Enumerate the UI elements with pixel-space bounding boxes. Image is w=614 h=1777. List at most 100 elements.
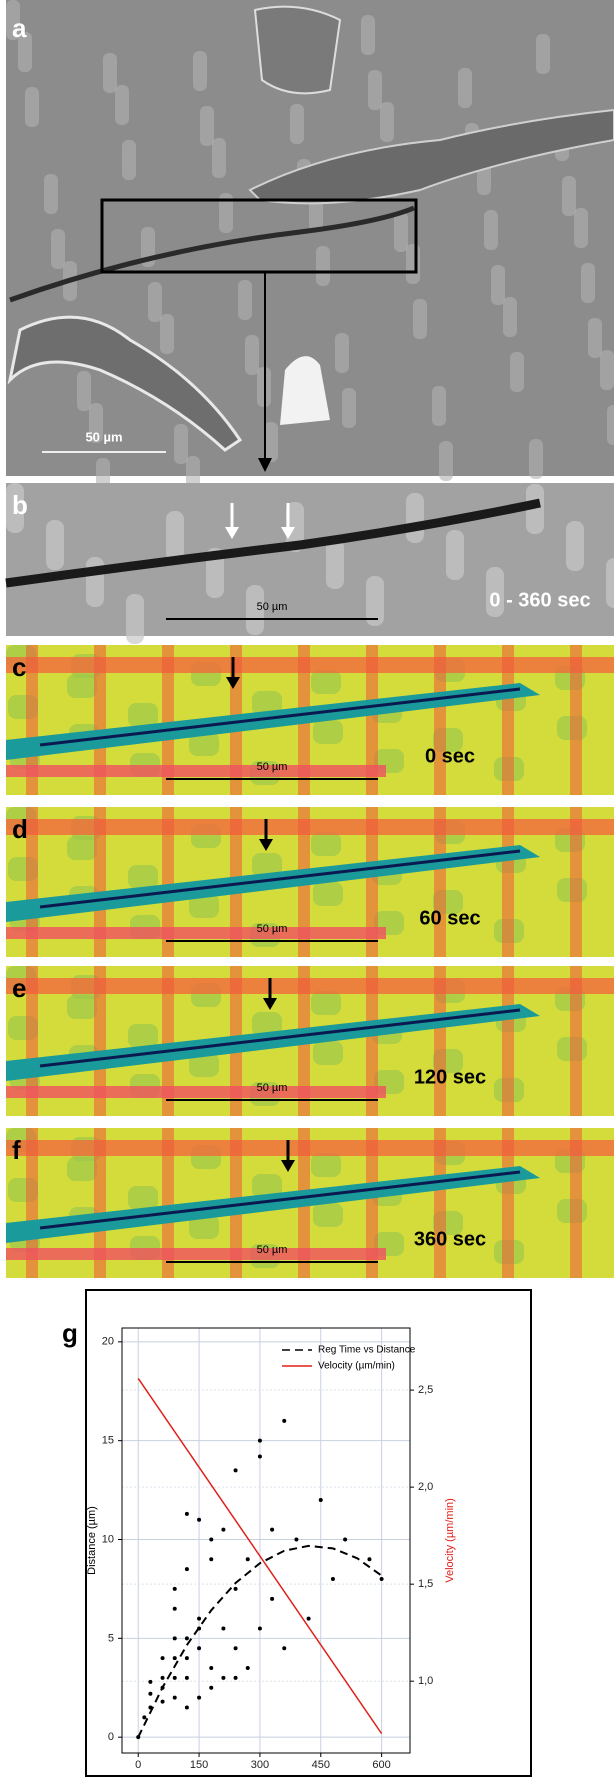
texture [311, 670, 341, 694]
y2-axis-label: Velocity (µm/min) [444, 1498, 456, 1583]
texture [316, 246, 330, 286]
texture [581, 263, 595, 303]
page: {"panels": [ {"label": "a", "scale": "50… [0, 0, 614, 1777]
data-point [246, 1557, 250, 1561]
data-point [380, 1577, 384, 1581]
data-point [246, 1666, 250, 1670]
data-point [234, 1587, 238, 1591]
band [502, 1128, 514, 1278]
data-point [148, 1680, 152, 1684]
band [434, 1128, 446, 1278]
panel-label: c [12, 652, 26, 682]
panel-label: b [12, 490, 28, 520]
band [570, 1128, 582, 1278]
band [502, 966, 514, 1116]
x-tick-label: 600 [372, 1759, 390, 1771]
texture [606, 558, 614, 608]
legend-label: Velocity (µm/min) [318, 1361, 395, 1372]
time-label: 360 sec [414, 1228, 486, 1250]
texture [600, 350, 614, 390]
band [502, 645, 514, 795]
texture [115, 85, 129, 125]
data-point [197, 1617, 201, 1621]
data-point [258, 1454, 262, 1458]
data-point [173, 1696, 177, 1700]
data-point [197, 1518, 201, 1522]
texture [335, 333, 349, 373]
data-point [161, 1676, 165, 1680]
panel-label: f [12, 1135, 21, 1165]
band [6, 765, 386, 777]
legend-label: Reg Time vs Distance [318, 1345, 416, 1356]
texture [200, 106, 214, 146]
scale-label: 50 µm [257, 1082, 288, 1094]
texture [413, 299, 427, 339]
texture [394, 212, 408, 252]
data-point [185, 1706, 189, 1710]
data-point [367, 1557, 371, 1561]
data-point [173, 1636, 177, 1640]
texture [174, 424, 188, 464]
texture [313, 720, 343, 744]
data-point [221, 1528, 225, 1532]
data-point [185, 1676, 189, 1680]
x-tick-label: 0 [135, 1759, 141, 1771]
texture [311, 1153, 341, 1177]
texture [574, 208, 588, 248]
texture [126, 594, 144, 644]
data-point [343, 1538, 347, 1542]
chart-frame [86, 1290, 531, 1776]
texture [264, 422, 278, 462]
texture [380, 102, 394, 142]
data-point [221, 1676, 225, 1680]
data-point [185, 1656, 189, 1660]
band [6, 1086, 386, 1098]
texture [536, 34, 550, 74]
texture [166, 511, 184, 561]
texture [588, 318, 602, 358]
scale-label: 50 µm [257, 761, 288, 773]
texture [361, 15, 375, 55]
data-point [221, 1626, 225, 1630]
band [6, 1248, 386, 1260]
data-point [331, 1577, 335, 1581]
data-point [161, 1700, 165, 1704]
data-point [173, 1587, 177, 1591]
data-point [209, 1557, 213, 1561]
data-point [282, 1646, 286, 1650]
texture [432, 386, 446, 426]
texture [86, 557, 104, 607]
texture [311, 832, 341, 856]
y-tick-label: 20 [102, 1336, 114, 1348]
data-point [209, 1666, 213, 1670]
y-tick-label: 5 [108, 1632, 114, 1644]
data-point [270, 1597, 274, 1601]
scale-label: 50 µm [257, 601, 288, 613]
texture [122, 140, 136, 180]
data-point [234, 1646, 238, 1650]
time-label: 0 - 360 sec [489, 589, 590, 611]
band [434, 807, 446, 957]
scale-label: 50 µm [257, 923, 288, 935]
x-tick-label: 300 [251, 1759, 269, 1771]
texture [128, 1186, 158, 1210]
band [570, 645, 582, 795]
time-label: 0 sec [425, 745, 475, 767]
texture [290, 104, 304, 144]
figure: 50 µma50 µm0 - 360 secb50 µm0 secc50 µm6… [0, 0, 614, 1777]
data-point [258, 1626, 262, 1630]
data-point [209, 1538, 213, 1542]
texture [128, 1024, 158, 1048]
texture [313, 1203, 343, 1227]
texture [128, 703, 158, 727]
texture [51, 229, 65, 269]
y-axis-label: Distance (µm) [86, 1506, 98, 1575]
texture [562, 176, 576, 216]
texture [326, 539, 344, 589]
band [570, 966, 582, 1116]
x-tick-label: 450 [312, 1759, 330, 1771]
texture [484, 210, 498, 250]
y2-tick-label: 1,5 [418, 1578, 433, 1590]
band [434, 966, 446, 1116]
data-point [173, 1607, 177, 1611]
